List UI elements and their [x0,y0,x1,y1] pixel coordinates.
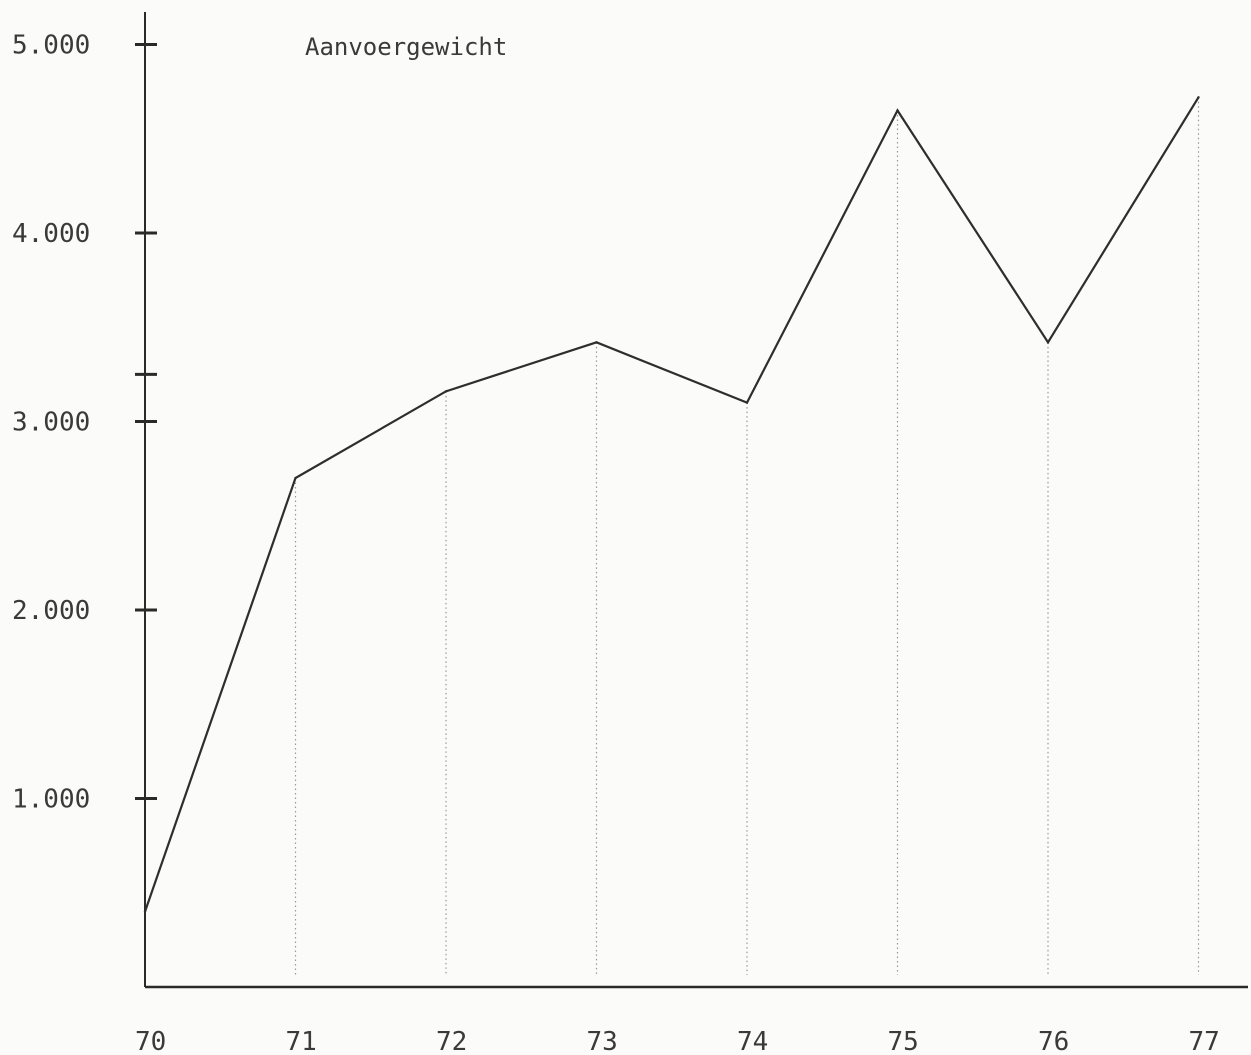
y-tick-label: 4.000 [12,219,90,249]
data-point [143,910,147,913]
y-tick-label: 5.000 [12,31,90,61]
series-line [143,96,1200,912]
x-tick-label: 72 [436,1027,467,1055]
x-tick-label: 76 [1038,1027,1069,1055]
x-tick-label: 70 [135,1027,166,1055]
x-tick-label: 77 [1189,1027,1220,1055]
data-point [896,109,899,112]
axes [144,12,1248,989]
x-tick-label: 71 [286,1027,317,1055]
x-tick-label: 75 [888,1027,919,1055]
x-tick-label: 74 [737,1027,768,1055]
series [143,96,1200,913]
data-point [745,401,749,404]
y-tick-label: 3.000 [12,408,90,438]
x-tick-label: 73 [587,1027,618,1055]
data-point [1046,341,1050,344]
data-point [444,390,448,393]
data-point [595,341,598,344]
y-tick-label: 1.000 [12,785,90,815]
drop-lines [294,97,1200,975]
y-tick-label: 2.000 [12,596,90,626]
chart-title: Aanvoergewicht [305,33,507,61]
x-tick-labels: 70 71 72 73 74 75 76 77 [135,1027,1220,1055]
y-ticks: 1.000 2.000 3.000 4.000 5.000 [12,31,157,815]
data-point [294,476,297,480]
data-point [1197,96,1200,99]
